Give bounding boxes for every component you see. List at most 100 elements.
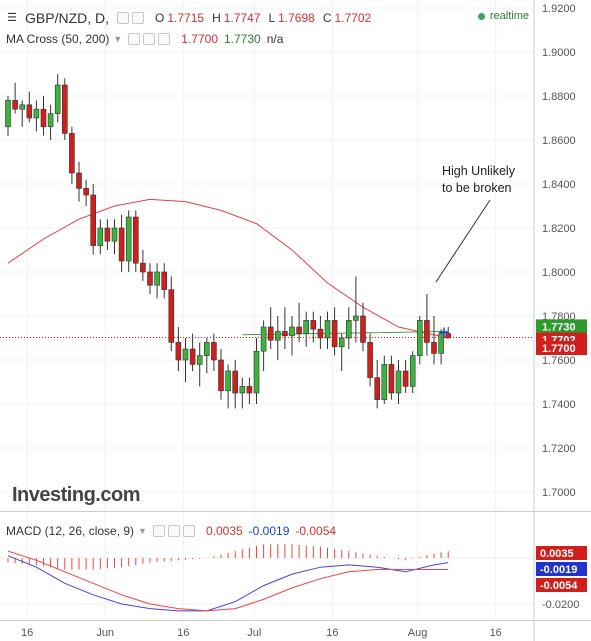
x-tick-label: Jul: [247, 627, 261, 639]
macd-badge-bg: [536, 578, 587, 592]
candle-body: [12, 100, 18, 110]
candle-body: [345, 320, 352, 339]
candle-body: [338, 337, 345, 348]
price-badge-label: 1.7700: [542, 343, 576, 355]
macd-badge: 0.0035: [536, 546, 587, 560]
y-tick-label: 1.7400: [542, 399, 576, 411]
close-value: 1.7702: [334, 11, 372, 25]
investing-logo: Investing.com: [12, 484, 140, 506]
candle-body: [246, 386, 253, 394]
candle-body: [54, 84, 61, 114]
candle-body: [196, 355, 203, 365]
candle-body: [225, 370, 231, 392]
candle-body: [154, 271, 160, 286]
collapse-toggle-icon[interactable]: ☰: [7, 12, 17, 24]
macd-badge-label: 0.0035: [540, 548, 574, 560]
candle-body: [147, 271, 153, 286]
y-tick-label: 1.9000: [542, 47, 576, 59]
macd-value-1: 0.0035: [205, 524, 243, 538]
price-badge: 1.7730: [536, 319, 587, 334]
y-tick-label: 1.8400: [542, 179, 576, 191]
macd-value-2: -0.0019: [248, 524, 290, 538]
candle-body: [140, 262, 146, 273]
price-chart[interactable]: 1.70001.72001.74001.76001.78001.80001.82…: [0, 0, 591, 512]
y-tick-label: -0.0200: [542, 599, 579, 611]
candle-body: [310, 320, 317, 330]
candle-body: [289, 326, 295, 337]
candle-body: [438, 333, 444, 354]
candle-body: [424, 320, 430, 343]
open-label: O: [155, 11, 165, 25]
candle-body: [360, 315, 366, 343]
candle-body: [189, 348, 196, 365]
candle-body: [204, 342, 210, 356]
candle-body: [353, 315, 359, 321]
y-tick-label: 1.8200: [542, 223, 576, 235]
candle-body: [40, 108, 47, 128]
close-icon[interactable]: [158, 33, 171, 45]
x-tick-label: 16: [177, 627, 189, 639]
y-tick-label: 1.8000: [542, 267, 576, 279]
price-badge-label: 1.7730: [542, 321, 576, 333]
candle-body: [260, 326, 267, 352]
candle-body: [47, 113, 54, 128]
symbol-legend: ☰ GBP/NZD, D, O 1.7715 H 1.7747 L 1.7698…: [6, 10, 371, 26]
y-tick-label: 1.7200: [542, 443, 576, 455]
chart-annotation: High Unlikely to be broken: [442, 163, 515, 197]
candle-body: [381, 364, 388, 400]
x-tick-label: 16: [490, 627, 502, 639]
symbol-title: GBP/NZD, D,: [25, 10, 110, 26]
candle-body: [69, 133, 75, 174]
macd-value-3: -0.0054: [295, 524, 337, 538]
x-tick-label: Jun: [96, 627, 114, 639]
eye-icon[interactable]: [152, 525, 165, 537]
candle-body: [324, 320, 331, 339]
gear-icon[interactable]: [132, 12, 145, 24]
y-tick-label: 1.7000: [542, 487, 576, 499]
ma-legend: MA Cross (50, 200) ▼ 1.7700 1.7730 n/a: [6, 32, 283, 46]
candle-body: [296, 326, 302, 334]
macd-badge-label: -0.0054: [540, 580, 578, 592]
candle-body: [118, 227, 125, 262]
candle-body: [90, 194, 96, 246]
candle-body: [97, 227, 104, 246]
open-value: 1.7715: [167, 11, 205, 25]
x-tick-label: Aug: [408, 627, 428, 639]
gear-icon[interactable]: [167, 525, 180, 537]
ma-value-1: 1.7700: [181, 32, 218, 46]
macd-badge: -0.0019: [536, 562, 587, 576]
y-tick-label: 1.8800: [542, 91, 576, 103]
eye-icon[interactable]: [117, 12, 130, 24]
macd-badge-label: -0.0019: [540, 564, 577, 576]
candle-body: [317, 328, 324, 339]
candle-body: [274, 331, 281, 341]
candle-body: [445, 333, 452, 339]
close-icon[interactable]: [182, 525, 195, 537]
signal-line: [7, 550, 449, 612]
macd-background: [0, 512, 591, 641]
candle-body: [61, 84, 68, 134]
candle-body: [402, 370, 409, 387]
eye-icon[interactable]: [128, 33, 141, 45]
macd-line: [7, 555, 449, 612]
macd-chart[interactable]: -0.0200 0.0035 -0.0019 -0.0054 16 Jun 16 Jul 16 A…: [0, 512, 591, 641]
chevron-down-icon[interactable]: ▼: [138, 526, 147, 536]
macd-badge: -0.0054: [536, 578, 587, 592]
gear-icon[interactable]: [143, 33, 156, 45]
candle-body: [431, 342, 437, 354]
y-tick-label: 1.8600: [542, 135, 576, 147]
candle-body: [104, 227, 111, 242]
candle-body: [175, 342, 182, 361]
candle-body: [282, 331, 288, 337]
realtime-status: realtime: [477, 10, 529, 22]
candle-body: [33, 108, 40, 119]
high-label: H: [212, 11, 221, 25]
price-badge-bg: [536, 341, 587, 355]
y-tick-label: 1.9200: [542, 3, 576, 15]
candle-body: [395, 370, 402, 394]
macd-legend-name: MACD (12, 26, close, 9): [6, 524, 135, 538]
chevron-down-icon[interactable]: ▼: [113, 34, 123, 44]
ma-legend-name: MA Cross (50, 200): [6, 32, 110, 46]
candle-body: [182, 348, 189, 361]
candle-body: [232, 370, 238, 394]
